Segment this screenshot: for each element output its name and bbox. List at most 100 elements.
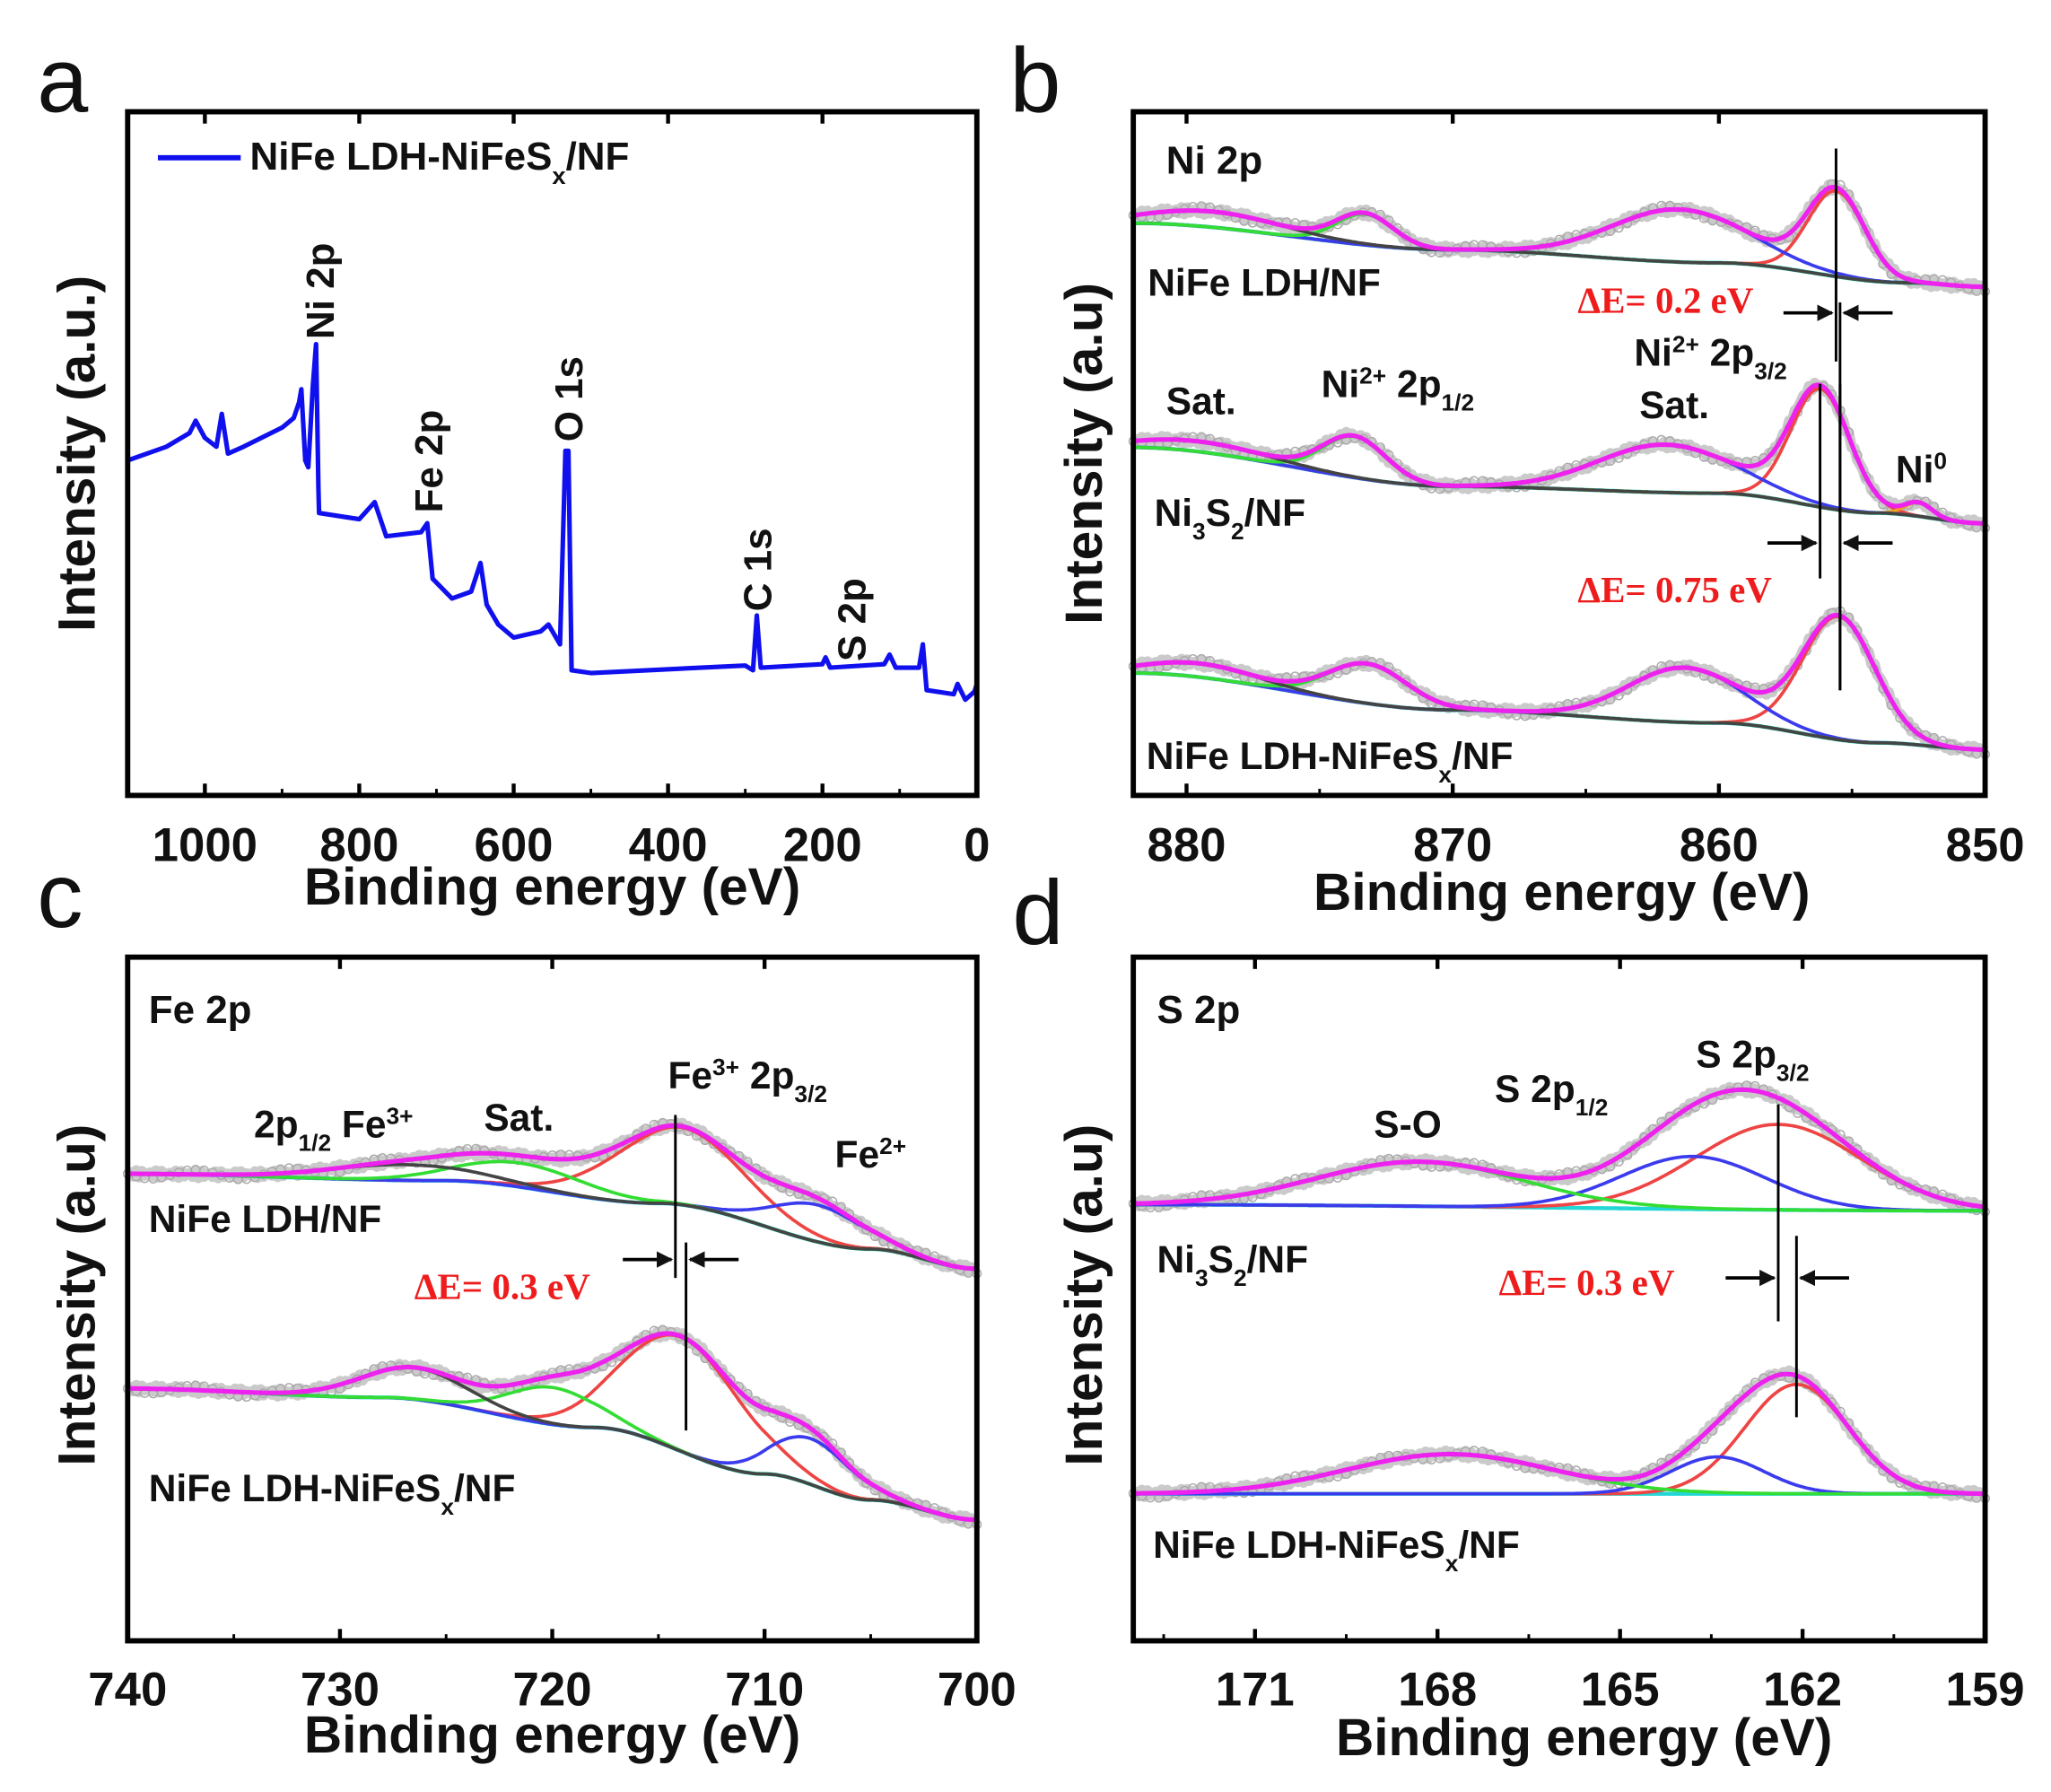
x-tick-label: 880 bbox=[1147, 819, 1226, 872]
peak-label: S 2p3/2 bbox=[1696, 1035, 1809, 1087]
spectrum-label-part: 2 bbox=[1234, 1264, 1247, 1291]
y-axis-title: Intensity (a.u) bbox=[1055, 283, 1113, 625]
spectrum-label: NiFe LDH-NiFeSx/NF bbox=[149, 1468, 516, 1520]
peak-label-part: 3/2 bbox=[1776, 1060, 1810, 1087]
y-axis-title: Intensity (a.u.) bbox=[48, 275, 107, 632]
spectrum-label: Ni3S2/NF bbox=[1155, 493, 1306, 545]
peak-label-part: 2p bbox=[739, 1055, 794, 1097]
spectrum-label-part: NiFe LDH-NiFeS bbox=[1153, 1525, 1445, 1567]
x-tick-label: 171 bbox=[1216, 1663, 1295, 1716]
peak-label: O 1s bbox=[547, 356, 591, 441]
x-tick-label: 0 bbox=[964, 819, 990, 872]
panel-letter: a bbox=[37, 29, 89, 132]
peak-label-part: Fe bbox=[331, 1104, 386, 1146]
panel-title: Ni 2p bbox=[1166, 138, 1262, 182]
x-tick-label: 710 bbox=[725, 1663, 804, 1716]
peak-label: 2p1/2 Fe3+ bbox=[254, 1102, 414, 1156]
spectrum-label: Ni3S2/NF bbox=[1157, 1239, 1309, 1291]
delta-e-label: ΔE= 0.75 eV bbox=[1577, 569, 1772, 610]
peak-label: Fe2+ bbox=[835, 1132, 907, 1176]
spectrum-label: NiFe LDH-NiFeSx/NF bbox=[1153, 1525, 1520, 1577]
spectrum-label-part: x bbox=[441, 1493, 454, 1520]
panel-d bbox=[1128, 954, 1990, 1644]
peak-label-part: 2+ bbox=[1359, 362, 1386, 389]
x-tick-label: 730 bbox=[301, 1663, 380, 1716]
spectrum-label-part: /NF bbox=[454, 1468, 515, 1510]
peak-label-part: Fe 2p bbox=[407, 410, 451, 513]
spectrum-label-part: /NF bbox=[1458, 1525, 1519, 1567]
panel-title: Fe 2p bbox=[149, 988, 252, 1032]
peak-label-part: O 1s bbox=[547, 356, 591, 441]
fit-envelope bbox=[1132, 382, 1986, 526]
x-tick-label: 870 bbox=[1413, 819, 1492, 872]
peak-label-part: Ni 2p bbox=[299, 243, 343, 339]
fit-component-black bbox=[1132, 660, 1986, 752]
x-axis-title: Binding energy (eV) bbox=[1314, 863, 1810, 922]
spectrum-label-part: Ni bbox=[1157, 1239, 1195, 1281]
x-tick-label: 700 bbox=[938, 1663, 1017, 1716]
spectrum-label-part: /NF bbox=[1247, 1239, 1308, 1281]
fit-envelope bbox=[1133, 1371, 1986, 1497]
spectrum-label-part: NiFe LDH/NF bbox=[149, 1199, 382, 1241]
spectrum-label-part: 3 bbox=[1192, 518, 1206, 545]
delta-e-label: ΔE= 0.3 eV bbox=[415, 1266, 590, 1307]
panel-letter: c bbox=[37, 844, 83, 947]
delta-e-label: ΔE= 0.2 eV bbox=[1577, 280, 1753, 321]
data-point bbox=[1724, 1404, 1735, 1415]
panel-c bbox=[122, 954, 982, 1644]
peak-label: C 1s bbox=[737, 528, 781, 611]
data-point bbox=[1861, 1443, 1872, 1454]
fit-component-blue bbox=[1133, 1154, 1986, 1213]
x-axis-title: Binding energy (eV) bbox=[1336, 1709, 1832, 1767]
x-tick-label: 168 bbox=[1398, 1663, 1477, 1716]
spectrum-label: NiFe LDH/NF bbox=[149, 1199, 382, 1241]
peak-label-part: S-O bbox=[1374, 1104, 1442, 1146]
x-tick-label: 200 bbox=[783, 819, 862, 872]
x-tick-label: 720 bbox=[513, 1663, 592, 1716]
peak-label: Fe 2p bbox=[407, 410, 451, 513]
peak-label-part: 2+ bbox=[1672, 330, 1699, 357]
legend-label-part: /NF bbox=[566, 135, 630, 179]
spectrum-label-part: S bbox=[1209, 1239, 1234, 1281]
peak-label-part: S 2p bbox=[831, 578, 875, 661]
raw-data-trace bbox=[1130, 1365, 1989, 1502]
fit-envelope bbox=[127, 1331, 977, 1523]
x-tick-label: 860 bbox=[1680, 819, 1759, 872]
peak-label: Ni2+ 2p3/2 bbox=[1634, 330, 1786, 384]
spectrum-label-part: S bbox=[1206, 493, 1231, 535]
peak-label: Sat. bbox=[484, 1097, 554, 1140]
x-tick-label: 162 bbox=[1763, 1663, 1842, 1716]
spectrum-label-part: 2 bbox=[1231, 518, 1244, 545]
legend-label-part: x bbox=[552, 162, 565, 189]
peak-label: Sat. bbox=[1639, 385, 1709, 427]
plot-frame bbox=[1130, 954, 1988, 1644]
x-tick-label: 600 bbox=[475, 819, 554, 872]
fit-envelope bbox=[1132, 612, 1986, 752]
x-axis-title: Binding energy (eV) bbox=[304, 858, 800, 916]
peak-label-part: S 2p bbox=[1696, 1035, 1776, 1077]
peak-label: S-O bbox=[1374, 1104, 1442, 1146]
spectrum-label-part: Ni bbox=[1155, 493, 1192, 535]
peak-label-part: 0 bbox=[1933, 448, 1947, 475]
peak-label: Fe3+ 2p3/2 bbox=[668, 1053, 827, 1107]
peak-label-part: 1/2 bbox=[1575, 1094, 1609, 1121]
spectrum-label-part: /NF bbox=[1244, 493, 1305, 535]
peak-label-part: Ni bbox=[1634, 332, 1671, 374]
x-tick-label: 800 bbox=[319, 819, 398, 872]
peak-label: S 2p1/2 bbox=[1495, 1069, 1608, 1121]
spectrum-label-part: x bbox=[1438, 761, 1452, 788]
x-tick-label: 400 bbox=[629, 819, 708, 872]
plot-frame bbox=[1130, 109, 1988, 799]
y-axis-title: Intensity (a.u) bbox=[48, 1124, 107, 1466]
peak-label-part: Sat. bbox=[1166, 381, 1236, 424]
peak-label-part: 3/2 bbox=[1754, 357, 1787, 384]
x-tick-label: 850 bbox=[1946, 819, 2025, 872]
peak-label-part: 2+ bbox=[879, 1132, 906, 1159]
fit-envelope bbox=[1133, 1087, 1986, 1210]
panel-a bbox=[125, 109, 980, 799]
x-tick-label: 159 bbox=[1946, 1663, 2025, 1716]
spectrum-label-part: NiFe LDH-NiFeS bbox=[149, 1468, 441, 1510]
spectrum-label: NiFe LDH/NF bbox=[1148, 263, 1381, 305]
peak-label-part: Ni bbox=[1896, 450, 1933, 492]
